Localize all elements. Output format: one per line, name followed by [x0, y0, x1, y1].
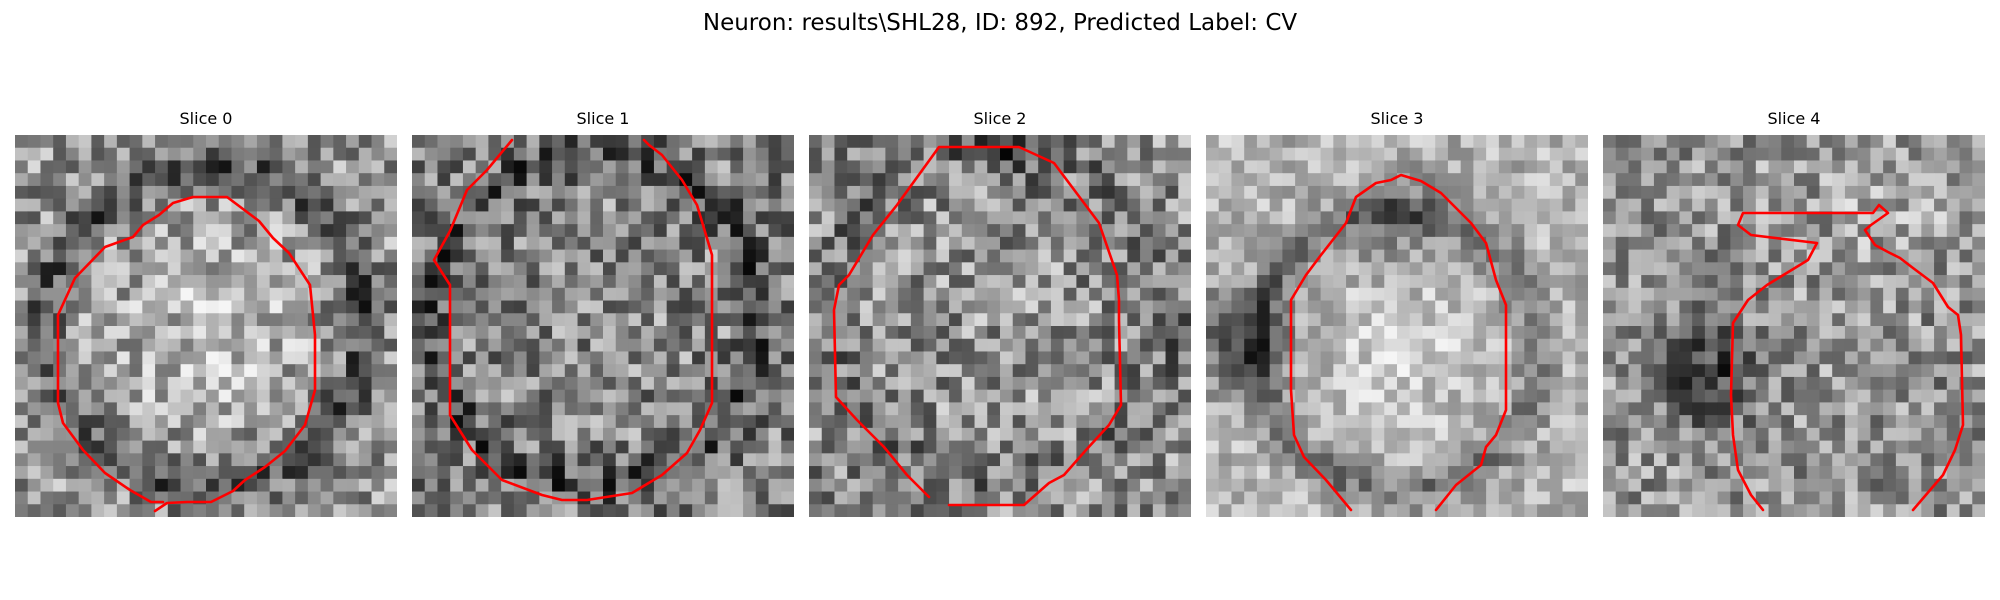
pixel-grid: [15, 135, 397, 517]
segmentation-contour: [832, 145, 1123, 507]
figure-title: Neuron: results\SHL28, ID: 892, Predicte…: [702, 10, 1298, 36]
slice-panel-4: Slice 4: [1603, 108, 1985, 522]
slice-panel-1: Slice 1: [412, 108, 794, 522]
pixel-grid: [1206, 135, 1588, 517]
slice-image: [1603, 135, 1985, 517]
slice-image: [15, 135, 397, 517]
slice-title: Slice 1: [576, 109, 630, 128]
slice-panel-3: Slice 3: [1206, 108, 1588, 522]
slice-title: Slice 2: [973, 109, 1027, 128]
segmentation-contour: [1729, 203, 1965, 512]
segmentation-contour: [1289, 173, 1508, 512]
slice-image: [412, 135, 794, 517]
pixel-grid: [809, 135, 1191, 517]
slice-title: Slice 3: [1370, 109, 1424, 128]
segmentation-contour: [432, 138, 714, 502]
pixel-grid: [412, 135, 794, 517]
slice-panel-0: Slice 0: [15, 108, 397, 522]
slice-title: Slice 4: [1767, 109, 1821, 128]
slice-title: Slice 0: [179, 109, 233, 128]
slice-panel-2: Slice 2: [809, 108, 1191, 522]
slice-image: [1206, 135, 1588, 517]
pixel-grid: [1603, 135, 1985, 517]
slice-image: [809, 135, 1191, 517]
segmentation-contour: [56, 195, 317, 513]
